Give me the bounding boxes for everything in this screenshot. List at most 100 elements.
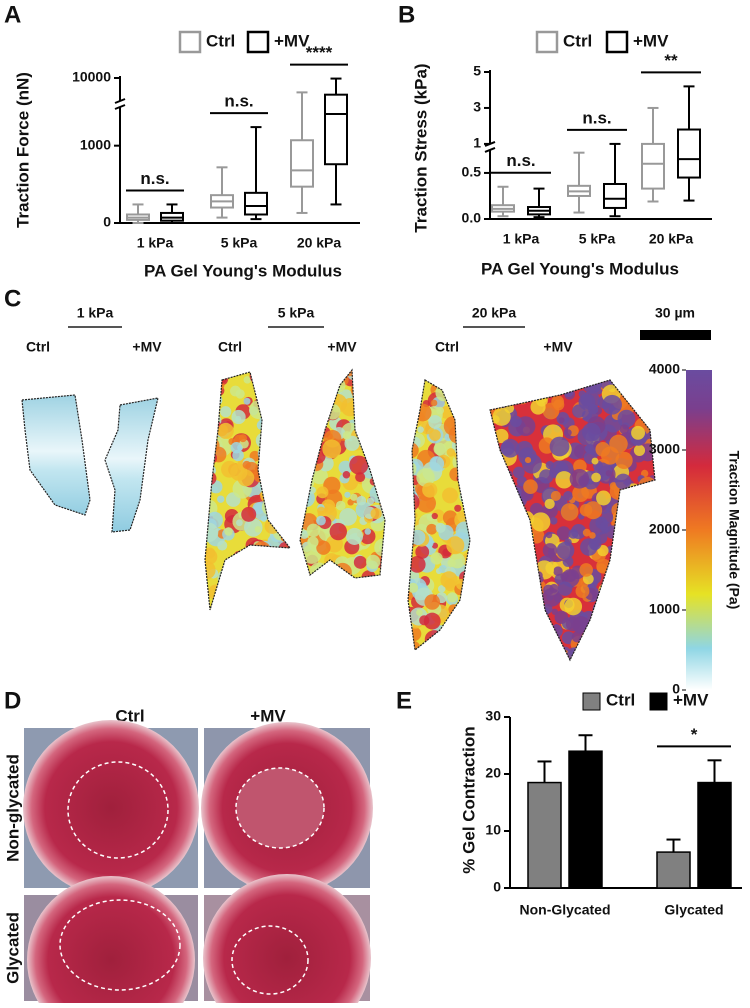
map-blob [619, 623, 631, 635]
map-blob [315, 370, 323, 377]
map-blob [374, 448, 384, 457]
map-blob [369, 375, 380, 386]
map-blob [262, 594, 279, 610]
map-blob [440, 571, 458, 589]
map-blob [514, 380, 533, 393]
map-blob [631, 521, 642, 532]
map-blob [513, 466, 525, 479]
map-blob [274, 500, 286, 512]
map-blob [614, 621, 622, 628]
map-blob [557, 581, 573, 596]
map-blob [503, 387, 513, 397]
map-blob [490, 470, 496, 478]
map-blob [620, 581, 636, 598]
map-blob [512, 617, 527, 631]
map-blob [528, 617, 543, 633]
map-blob [613, 604, 623, 615]
map-blob [581, 645, 601, 660]
map-blob [636, 645, 653, 660]
map-blob [490, 647, 505, 660]
map-blob [463, 499, 470, 510]
map-blob [268, 424, 281, 436]
map-blob [636, 622, 655, 640]
box [244, 191, 268, 216]
map-blob [609, 607, 625, 623]
map-blob [516, 643, 532, 659]
panel-label: D [4, 687, 21, 714]
map-blob [300, 412, 305, 419]
map-blob [518, 634, 535, 651]
map-blob [328, 565, 340, 577]
colorbar-tick-label: 0 [672, 681, 680, 697]
map-blob [492, 499, 511, 518]
map-blob [283, 481, 290, 492]
map-blob [614, 585, 634, 606]
legend-label: +MV [274, 31, 310, 50]
map-blob [408, 492, 420, 512]
map-blob [447, 592, 458, 603]
map-blob [554, 610, 568, 625]
colorbar-label: Traction Magnitude (Pa) [726, 451, 742, 610]
axis-break [114, 104, 126, 110]
significance-label: n.s. [140, 169, 169, 188]
cell-outline [204, 371, 292, 611]
traction-labels: 1 kPa Ctrl +MV 5 kPa Ctrl +MV 20 kPa Ctr… [26, 305, 742, 690]
map-blob [242, 460, 251, 469]
map-blob [531, 644, 538, 651]
map-blob [497, 551, 511, 564]
box [677, 128, 701, 179]
map-blob [205, 405, 217, 422]
map-blob [533, 380, 544, 386]
significance-label: n.s. [506, 151, 535, 170]
map-blob [274, 422, 286, 435]
map-blob [308, 435, 315, 442]
map-blob [262, 438, 277, 454]
map-blob [206, 378, 214, 387]
map-blob [266, 442, 287, 463]
map-blob [584, 444, 593, 453]
map-blob [276, 379, 288, 391]
map-blob [635, 638, 655, 658]
map-blob [282, 417, 290, 433]
map-blob [512, 389, 525, 403]
map-blob [630, 389, 648, 407]
map-blob [408, 421, 412, 429]
legend-label: +MV [673, 690, 709, 709]
map-blob [519, 551, 534, 567]
y-tick-label: 10000 [72, 69, 111, 85]
map-blob [623, 507, 637, 522]
map-blob [496, 389, 514, 408]
map-blob [257, 457, 272, 473]
map-blob [419, 615, 430, 626]
map-blob [378, 407, 385, 418]
map-blob [460, 431, 470, 442]
map-blob [615, 521, 625, 531]
map-blob [230, 463, 248, 481]
map-blob [490, 588, 501, 608]
map-blob [453, 395, 463, 405]
map-blob [356, 495, 367, 506]
map-blob [308, 396, 329, 416]
y-axis-label: Traction Force (nN) [13, 72, 32, 228]
map-blob [269, 601, 278, 610]
map-blob [611, 502, 627, 518]
map-blob [448, 395, 458, 405]
map-blob [265, 549, 278, 562]
y-tick-label: 0 [103, 214, 111, 230]
map-blob [279, 496, 290, 511]
map-blob [530, 578, 540, 589]
map-blob [460, 628, 470, 639]
map-blob [634, 638, 645, 649]
map-blob [501, 510, 510, 518]
map-blob [456, 422, 470, 441]
map-blob [276, 584, 289, 596]
map-blob [615, 614, 624, 623]
map-blob [634, 539, 643, 548]
map-blob [523, 479, 538, 494]
map-blob [636, 575, 651, 591]
map-blob [629, 559, 648, 577]
map-blob [490, 577, 494, 585]
condition-label: Ctrl [218, 339, 242, 355]
bar [527, 781, 562, 889]
map-blob [347, 370, 361, 381]
